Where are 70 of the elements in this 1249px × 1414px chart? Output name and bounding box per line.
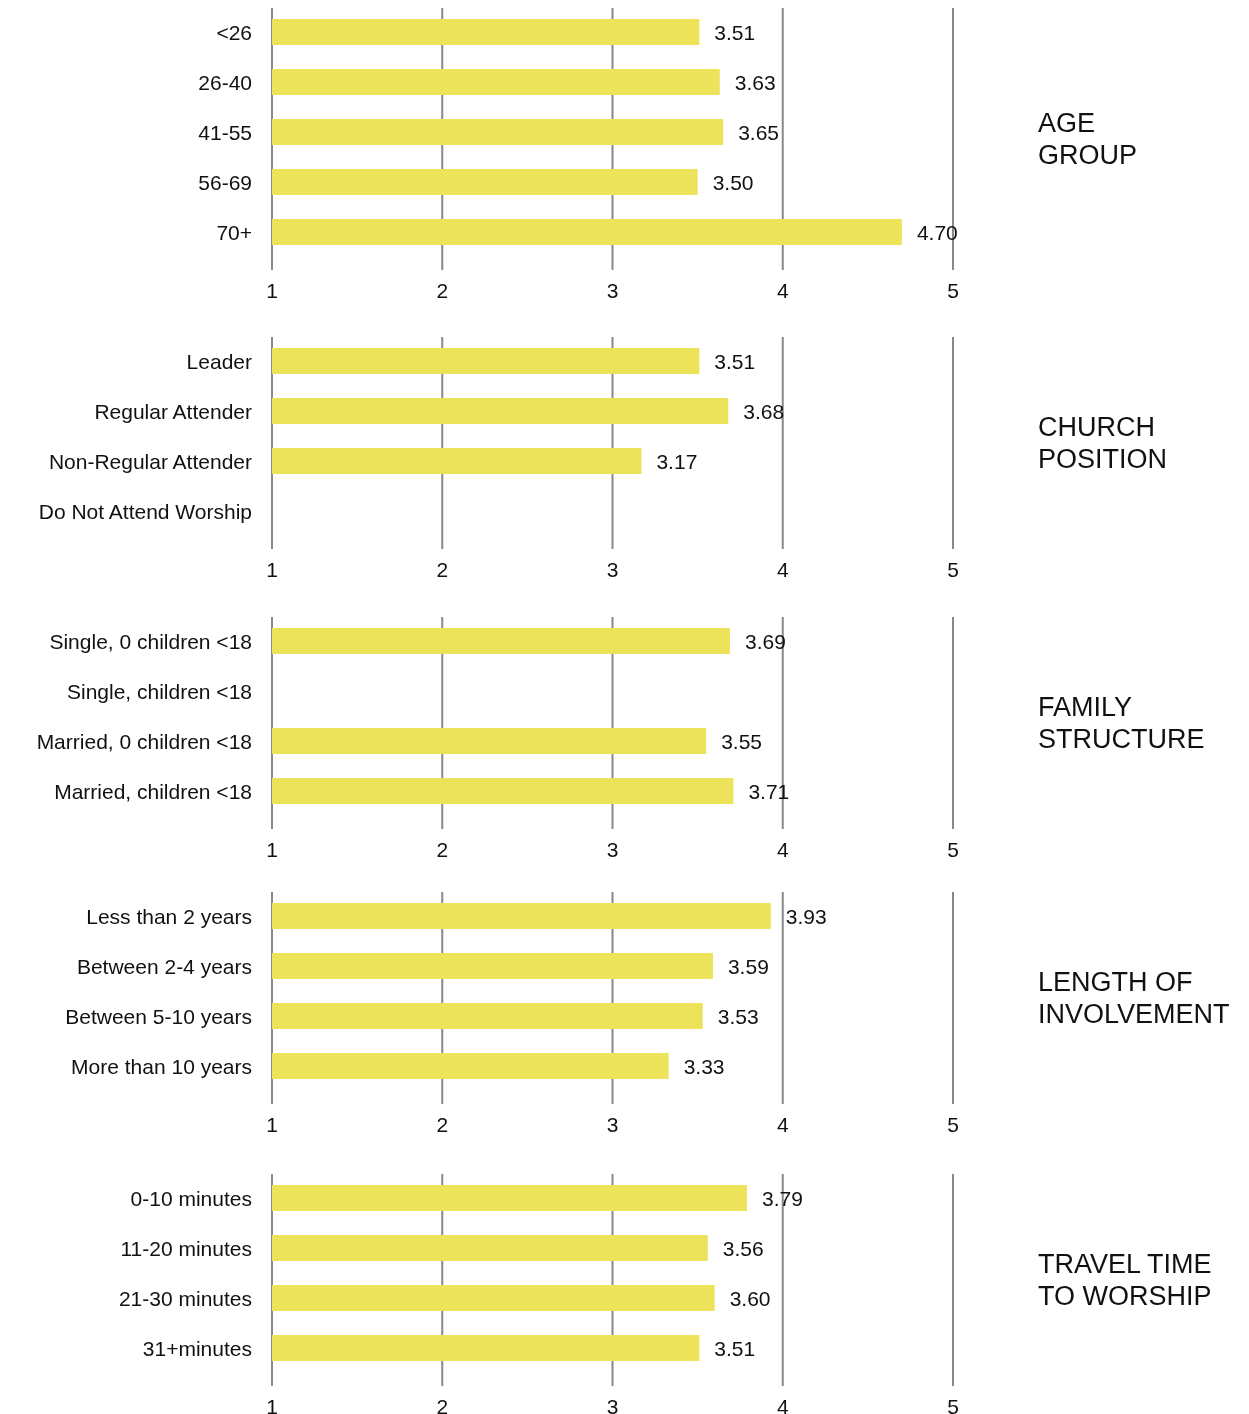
y-tick-label: More than 10 years [71,1055,252,1078]
data-label: 3.63 [734,71,776,94]
y-tick-label: 26-40 [198,71,252,94]
data-label: 3.17 [656,450,698,473]
y-tick-label: 21-30 minutes [118,1287,252,1310]
data-label: 3.71 [748,780,790,803]
y-tick-label: Married, 0 children <18 [36,730,252,753]
data-label: 3.55 [721,730,763,753]
x-tick-label: 4 [776,558,789,581]
data-label: 4.70 [916,221,958,244]
x-tick-label: 2 [436,279,449,302]
y2-axis-title: TRAVEL TIME TO WORSHIP [1038,1249,1212,1311]
x-tick-label: 3 [606,838,619,861]
data-label: 3.51 [714,21,756,44]
data-label: 3.53 [717,1005,759,1028]
y-tick-label: Between 5-10 years [65,1005,252,1028]
y2-axis-title: FAMILY STRUCTURE [1038,692,1205,754]
x-tick-label: 1 [266,558,278,581]
y-tick-label: Married, children <18 [54,780,252,803]
x-tick-label: 3 [606,558,619,581]
y-tick-label: 31+minutes [142,1337,252,1360]
x-tick-label: 1 [266,279,278,302]
y-tick-label: <26 [216,21,252,44]
data-label: 3.50 [712,171,754,194]
data-label: 3.59 [727,955,769,978]
data-label: 3.33 [683,1055,725,1078]
x-tick-label: 5 [947,838,959,861]
x-tick-label: 1 [266,838,278,861]
x-tick-label: 2 [436,1113,449,1136]
y2-axis-title: AGE GROUP [1038,108,1138,170]
x-tick-label: 3 [606,1113,619,1136]
data-label: 3.56 [722,1237,764,1260]
y-tick-label: Between 2-4 years [76,955,252,978]
x-tick-label: 2 [436,1395,449,1414]
y-tick-label: Single, 0 children <18 [49,630,252,653]
x-tick-label: 5 [947,1113,959,1136]
y-tick-label: 0-10 minutes [130,1187,252,1210]
x-tick-label: 3 [606,279,619,302]
x-tick-label: 5 [947,1395,959,1414]
x-tick-label: 4 [776,838,789,861]
data-label: 3.65 [738,121,780,144]
x-tick-label: 5 [947,558,959,581]
x-tick-label: 4 [776,1395,789,1414]
x-tick-label: 2 [436,838,449,861]
data-label: 3.68 [743,400,785,423]
data-label: 3.51 [714,1337,756,1360]
x-tick-label: 2 [436,558,449,581]
y2-axis-title: LENGTH OF INVOLVEMENT [1038,967,1230,1029]
data-label: 3.51 [714,350,756,373]
y-tick-label: Less than 2 years [86,905,252,928]
y-tick-label: Single, children <18 [66,680,252,703]
y-tick-label: Regular Attender [94,400,252,423]
x-tick-label: 5 [947,279,959,302]
x-tick-label: 1 [266,1113,278,1136]
data-label: 3.93 [785,905,827,928]
y2-axis-title: CHURCH POSITION [1038,412,1168,474]
y-tick-label: 70+ [216,221,252,244]
data-label: 3.79 [762,1187,803,1210]
y-tick-label: 41-55 [198,121,252,144]
y-tick-label: 56-69 [198,171,252,194]
x-tick-label: 4 [776,279,789,302]
x-tick-label: 1 [266,1395,278,1414]
data-label: 3.69 [744,630,786,653]
data-label: 3.60 [729,1287,771,1310]
y-tick-label: Leader [186,350,253,373]
y-tick-label: Do Not Attend Worship [38,500,252,523]
y-tick-label: Non-Regular Attender [48,450,252,473]
y-tick-label: 11-20 minutes [120,1237,252,1260]
x-tick-label: 4 [776,1113,789,1136]
x-tick-label: 3 [606,1395,619,1414]
